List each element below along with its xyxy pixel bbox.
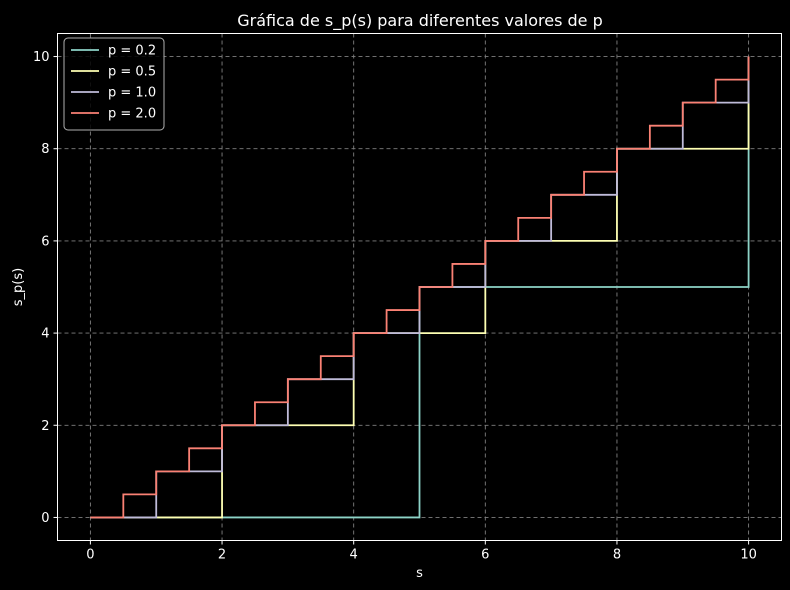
plot-frame: [57, 33, 782, 541]
y-tick-label: 8: [41, 142, 49, 157]
y-tick-label: 6: [41, 234, 49, 249]
chart-title: Gráfica de s_p(s) para diferentes valore…: [237, 11, 603, 31]
x-tick-label: 8: [613, 548, 621, 563]
x-tick-label: 4: [350, 548, 358, 563]
axis-ticks: 0 2 4 6 8 10 0 2 4 6 8 10: [33, 50, 757, 562]
y-tick-label: 2: [41, 419, 49, 434]
y-tick-label: 4: [41, 327, 49, 342]
x-tick-label: 6: [481, 548, 489, 563]
x-axis-label: s: [416, 566, 423, 581]
legend-label: p = 2.0: [108, 107, 156, 122]
x-tick-label: 0: [86, 548, 94, 563]
legend-box: [63, 37, 165, 131]
grid: [57, 33, 782, 541]
x-tick-label: 2: [218, 548, 226, 563]
x-tick-label: 10: [740, 548, 757, 563]
legend-label: p = 0.2: [108, 44, 156, 59]
y-tick-label: 10: [33, 50, 50, 65]
series-line-4: [90, 56, 750, 519]
series-lines: [90, 56, 750, 519]
y-axis-label: s_p(s): [11, 268, 26, 306]
y-tick-label: 0: [41, 511, 49, 526]
legend-label: p = 1.0: [108, 86, 156, 101]
legend: p = 0.2 p = 0.5 p = 1.0 p = 2.0: [63, 37, 165, 131]
legend-label: p = 0.5: [108, 65, 156, 80]
